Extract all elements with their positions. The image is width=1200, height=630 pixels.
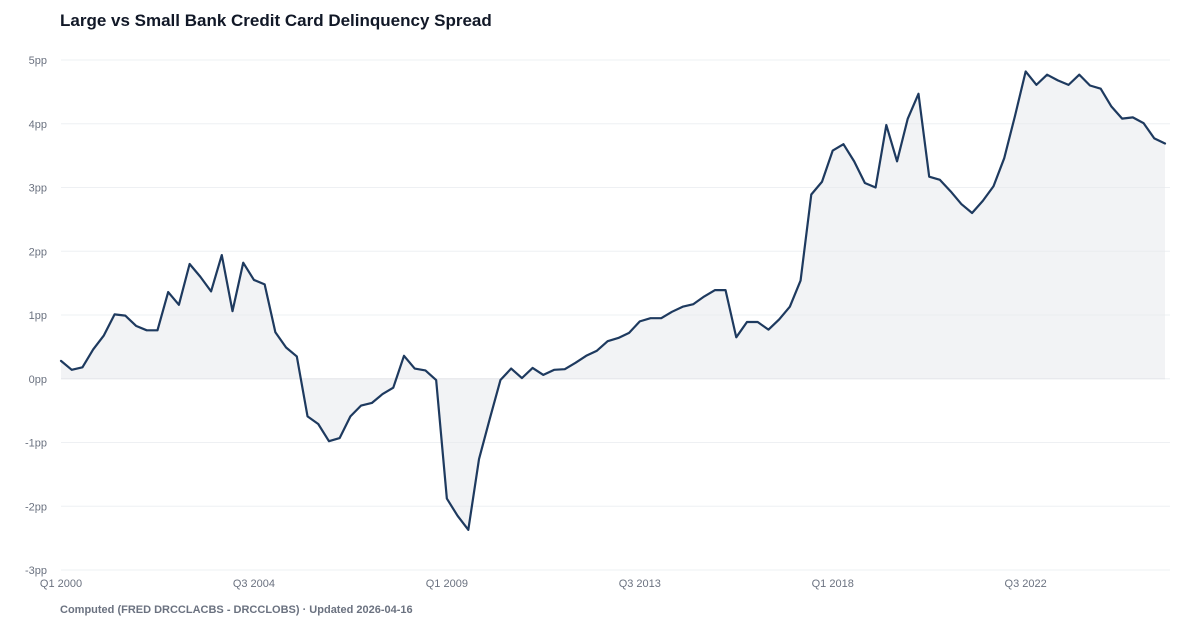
y-tick-label: 2pp: [29, 246, 47, 258]
x-tick-label: Q3 2004: [233, 578, 275, 590]
series-line: [59, 70, 1167, 531]
y-tick-label: -1pp: [25, 438, 47, 450]
y-tick-label: 5pp: [29, 55, 47, 67]
series-area-layer: [61, 71, 1165, 530]
y-tick-label: 0pp: [29, 374, 47, 386]
series-area: [61, 71, 1165, 530]
y-tick-label: 3pp: [29, 183, 47, 195]
x-tick-label: Q3 2013: [619, 578, 661, 590]
source-footer: Computed (FRED DRCCLACBS - DRCCLOBS) · U…: [60, 604, 413, 616]
y-tick-label: -3pp: [25, 565, 47, 577]
y-tick-label: 1pp: [29, 310, 47, 322]
y-axis-ticks: 5pp 4pp 3pp 2pp 1pp 0pp -1pp -2pp -3pp: [25, 55, 47, 577]
x-tick-label: Q3 2022: [1005, 578, 1047, 590]
x-tick-label: Q1 2009: [426, 578, 468, 590]
y-tick-label: -2pp: [25, 501, 47, 513]
x-tick-label: Q1 2018: [812, 578, 854, 590]
chart-title: Large vs Small Bank Credit Card Delinque…: [60, 11, 492, 30]
y-tick-label: 4pp: [29, 119, 47, 131]
x-axis-ticks: Q1 2000 Q3 2004 Q1 2009 Q3 2013 Q1 2018 Q3 20…: [40, 578, 1047, 590]
series-line-layer: [59, 70, 1167, 531]
x-tick-label: Q1 2000: [40, 578, 82, 590]
